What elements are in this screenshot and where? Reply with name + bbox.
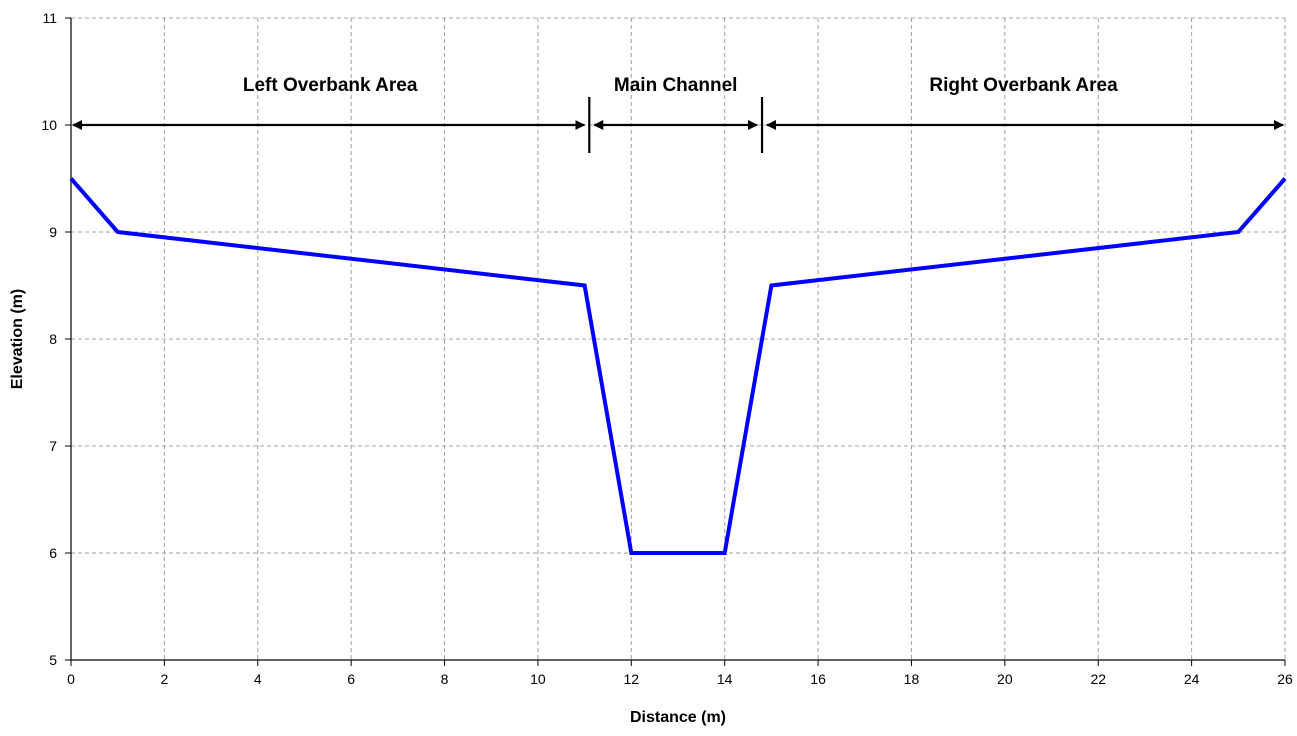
region-label: Main Channel	[614, 75, 738, 96]
x-tick-label: 18	[904, 671, 920, 687]
x-tick-label: 2	[160, 671, 168, 687]
x-tick-label: 6	[347, 671, 355, 687]
x-tick-label: 22	[1090, 671, 1106, 687]
region-label: Right Overbank Area	[929, 75, 1118, 96]
y-tick-label: 11	[42, 10, 57, 26]
grid-lines	[71, 17, 1286, 660]
x-tick-label: 4	[254, 671, 262, 687]
y-tick-label: 10	[41, 117, 57, 133]
series-layer	[69, 177, 1287, 555]
elevation-profile-line	[69, 177, 1287, 555]
axes	[65, 17, 1286, 666]
x-tick-label: 8	[441, 671, 449, 687]
region-label: Left Overbank Area	[243, 75, 418, 96]
y-tick-label: 7	[49, 438, 57, 454]
x-tick-label: 26	[1277, 671, 1293, 687]
x-tick-label: 12	[624, 671, 640, 687]
x-tick-label: 10	[530, 671, 546, 687]
x-axis-title: Distance (m)	[630, 709, 726, 726]
x-tick-label: 16	[810, 671, 826, 687]
x-tick-label: 24	[1184, 671, 1200, 687]
x-tick-label: 14	[717, 671, 733, 687]
y-tick-label: 8	[49, 331, 57, 347]
y-tick-label: 9	[49, 224, 57, 240]
annotations: Left Overbank Area Main Channel Right Over…	[72, 75, 1284, 153]
x-tick-label: 0	[67, 671, 75, 687]
y-axis-title: Elevation (m)	[9, 289, 26, 389]
y-tick-label: 5	[49, 652, 57, 668]
x-tick-label: 20	[997, 671, 1013, 687]
y-tick-label: 6	[49, 545, 57, 561]
